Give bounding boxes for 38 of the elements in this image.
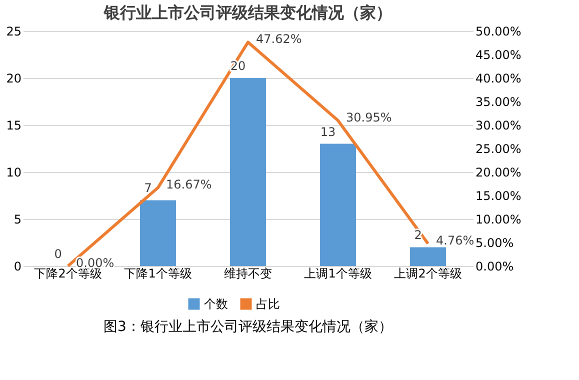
y2-tick-label: 45.00% bbox=[476, 48, 522, 62]
x-tick-label: 下降1个等级 bbox=[124, 266, 192, 280]
y-tick-label: 25 bbox=[6, 24, 22, 38]
chart-title: 银行业上市公司评级结果变化情况（家） bbox=[103, 3, 392, 22]
data-label: 4.76% bbox=[436, 234, 474, 248]
caption: 图3：银行业上市公司评级结果变化情况（家） bbox=[104, 319, 392, 335]
y2-tick-label: 30.00% bbox=[476, 118, 522, 132]
y-tick-label: 15 bbox=[6, 118, 22, 132]
y2-tick-label: 35.00% bbox=[476, 95, 522, 109]
data-label: 13 bbox=[320, 124, 336, 139]
y-tick-label: 20 bbox=[6, 72, 22, 86]
y-tick-label: 10 bbox=[6, 166, 22, 180]
data-label: 7 bbox=[144, 181, 152, 196]
bar bbox=[230, 78, 266, 266]
y2-tick-label: 5.00% bbox=[476, 236, 514, 250]
y-tick-label: 5 bbox=[14, 212, 22, 226]
data-label: 47.62% bbox=[256, 32, 302, 46]
x-tick-label: 下降2个等级 bbox=[34, 266, 102, 280]
y2-tick-label: 0.00% bbox=[476, 260, 514, 274]
y2-tick-label: 15.00% bbox=[476, 189, 522, 203]
legend-label: 占比 bbox=[256, 297, 280, 311]
x-tick-label: 上调2个等级 bbox=[394, 266, 462, 280]
x-tick-label: 维持不变 bbox=[224, 266, 272, 280]
y2-tick-label: 40.00% bbox=[476, 72, 522, 86]
data-label: 30.95% bbox=[346, 110, 392, 125]
y2-tick-label: 25.00% bbox=[476, 142, 522, 156]
x-tick-label: 上调1个等级 bbox=[304, 266, 372, 280]
y-tick-label: 0 bbox=[14, 260, 22, 274]
y2-tick-label: 10.00% bbox=[476, 212, 522, 226]
y2-tick-label: 50.00% bbox=[476, 24, 522, 38]
legend-label: 个数 bbox=[204, 297, 228, 311]
data-label: 2 bbox=[414, 228, 422, 242]
data-label: 0 bbox=[54, 247, 62, 261]
bar bbox=[410, 247, 446, 266]
y2-tick-label: 20.00% bbox=[476, 166, 522, 180]
data-label: 16.67% bbox=[166, 178, 212, 192]
bar bbox=[320, 144, 356, 266]
bar bbox=[140, 200, 176, 266]
